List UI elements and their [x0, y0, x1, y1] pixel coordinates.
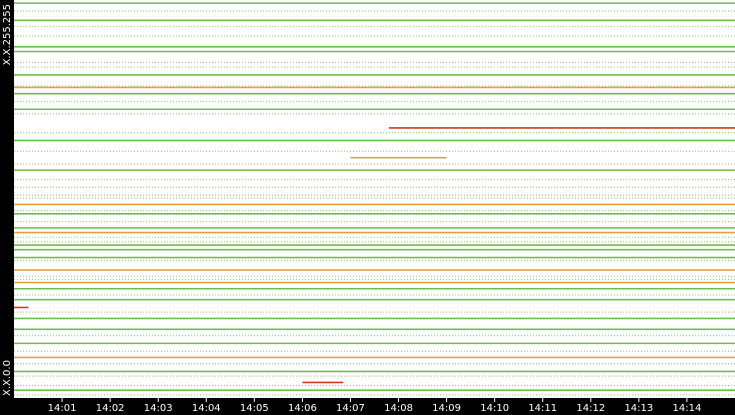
x-tick-label: 14:03 [144, 403, 173, 414]
x-tick-label: 14:13 [624, 403, 653, 414]
x-tick-label: 14:07 [336, 403, 365, 414]
x-tick-label: 14:09 [432, 403, 461, 414]
y-tick-label: X.X.255.255 [2, 4, 13, 65]
x-tick-label: 14:10 [480, 403, 509, 414]
plot-area [14, 0, 735, 398]
x-tick-label: 14:02 [96, 403, 125, 414]
x-tick-label: 14:12 [576, 403, 605, 414]
x-tick-label: 14:14 [673, 403, 702, 414]
x-tick-label: 14:05 [240, 403, 269, 414]
x-tick-label: 14:01 [48, 403, 77, 414]
x-tick-label: 14:06 [288, 403, 317, 414]
x-tick-label: 14:11 [528, 403, 557, 414]
x-tick-label: 14:04 [192, 403, 221, 414]
y-tick-label: X.X.0.0 [2, 360, 13, 396]
x-tick-label: 14:08 [384, 403, 413, 414]
